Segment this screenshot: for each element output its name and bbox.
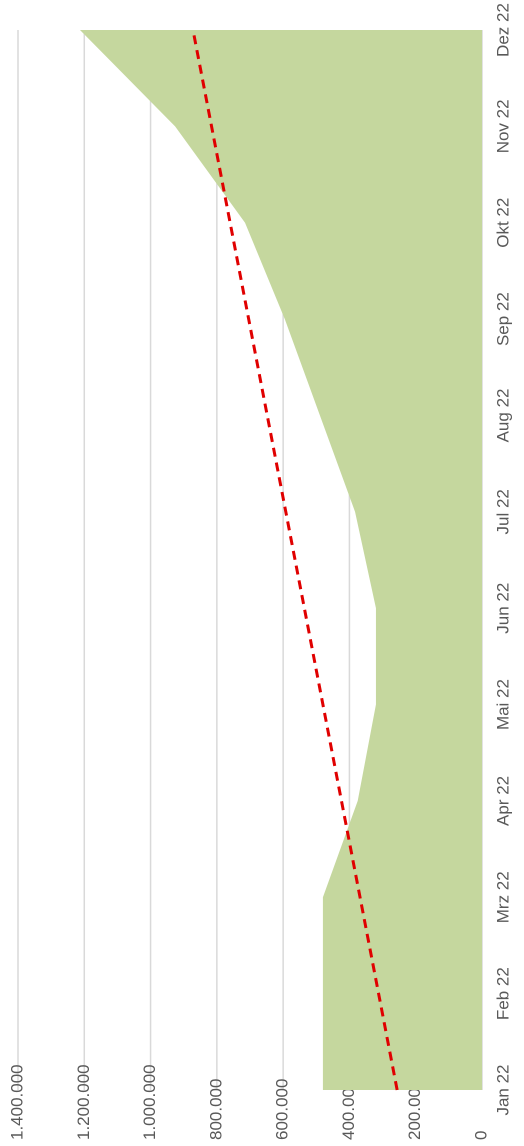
y-tick-label: 200.000 [405,1079,424,1140]
x-tick-label: Dez 22 [493,3,512,57]
x-tick-label: Mrz 22 [493,871,512,923]
y-tick-label: 600.000 [273,1079,292,1140]
y-tick-label: 400.000 [339,1079,358,1140]
y-tick-label: 1.000.000 [140,1064,159,1140]
x-tick-label: Jun 22 [493,583,512,634]
x-tick-label: Nov 22 [493,99,512,153]
x-tick-label: Jan 22 [493,1064,512,1115]
y-tick-label: 1.400.000 [7,1064,26,1140]
y-tick-label: 1.200.000 [74,1064,93,1140]
x-tick-label: Sep 22 [493,292,512,346]
x-tick-label: Feb 22 [493,967,512,1020]
x-tick-label: Mai 22 [493,679,512,730]
x-tick-label: Okt 22 [493,198,512,248]
x-tick-label: Apr 22 [493,776,512,826]
y-tick-label: 800.000 [206,1079,225,1140]
x-tick-label: Jul 22 [493,489,512,534]
y-tick-label: 0 [471,1131,490,1140]
area [79,30,482,1090]
x-tick-label: Aug 22 [493,389,512,443]
